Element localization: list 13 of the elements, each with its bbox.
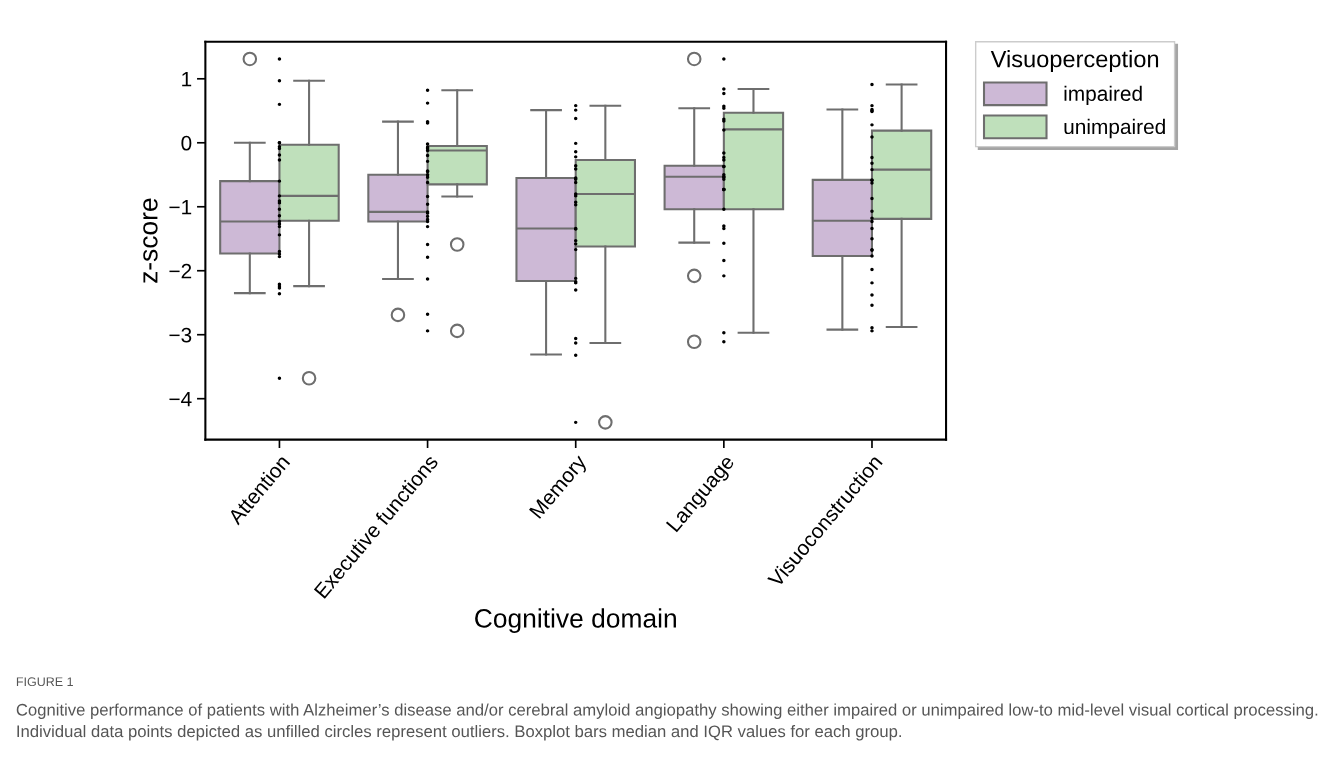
y-tick-label: 0 (181, 135, 192, 151)
y-tick-label: −2 (169, 263, 192, 279)
legend-label: impaired (1064, 85, 1142, 106)
text: Cognitive performance of patients with Alzheimer’s disease and/or cerebral amyloid angiopathy showing either impaired or unimpaired low-to mid-level visual cortical processing. Individual data points depicted as unfilled circles represent outliers. Boxplot bars median and IQR values for each group. (16, 703, 1318, 741)
y-tick-label: −3 (169, 327, 192, 343)
caption: FIGURE 1 (16, 677, 73, 687)
y-tick-label: −4 (169, 391, 192, 407)
legend-title: Visuoperception (990, 50, 1159, 73)
x-axis-title: Cognitive domain (475, 608, 676, 633)
y-tick-label: −1 (169, 199, 192, 215)
y-tick-label: 1 (182, 72, 192, 87)
y-axis-title: z-score (143, 198, 158, 283)
legend-label: unimpaired (1064, 118, 1165, 139)
